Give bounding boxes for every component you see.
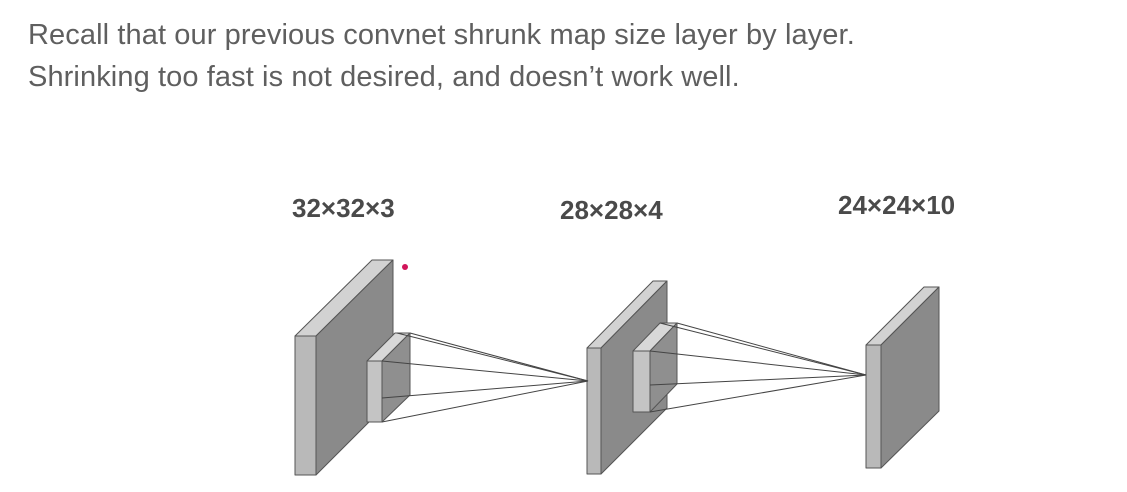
input-volume-front bbox=[294, 335, 317, 476]
input-receptive-window bbox=[366, 332, 411, 423]
input-window-front bbox=[366, 360, 383, 423]
conv1-volume-front bbox=[586, 347, 602, 475]
conv2-volume-front bbox=[865, 344, 882, 469]
cursor-dot bbox=[402, 264, 408, 270]
input-volume bbox=[294, 259, 394, 476]
layer-label-conv2: 24×24×10 bbox=[838, 190, 956, 220]
layer-label-input: 32×32×3 bbox=[292, 193, 395, 223]
conv1-receptive-window bbox=[632, 322, 678, 413]
conv2-volume bbox=[865, 286, 940, 469]
projection-lines-conv1-to-conv2 bbox=[649, 322, 867, 413]
caption-line-2: Shrinking too fast is not desired, and d… bbox=[28, 61, 740, 93]
layer-label-conv1: 28×28×4 bbox=[560, 195, 663, 225]
caption-line-1: Recall that our previous convnet shrunk … bbox=[28, 19, 855, 51]
conv1-window-front bbox=[632, 350, 651, 413]
projection-lines-input-to-conv1 bbox=[381, 332, 589, 423]
slide-caption: Recall that our previous convnet shrunk … bbox=[28, 14, 855, 98]
